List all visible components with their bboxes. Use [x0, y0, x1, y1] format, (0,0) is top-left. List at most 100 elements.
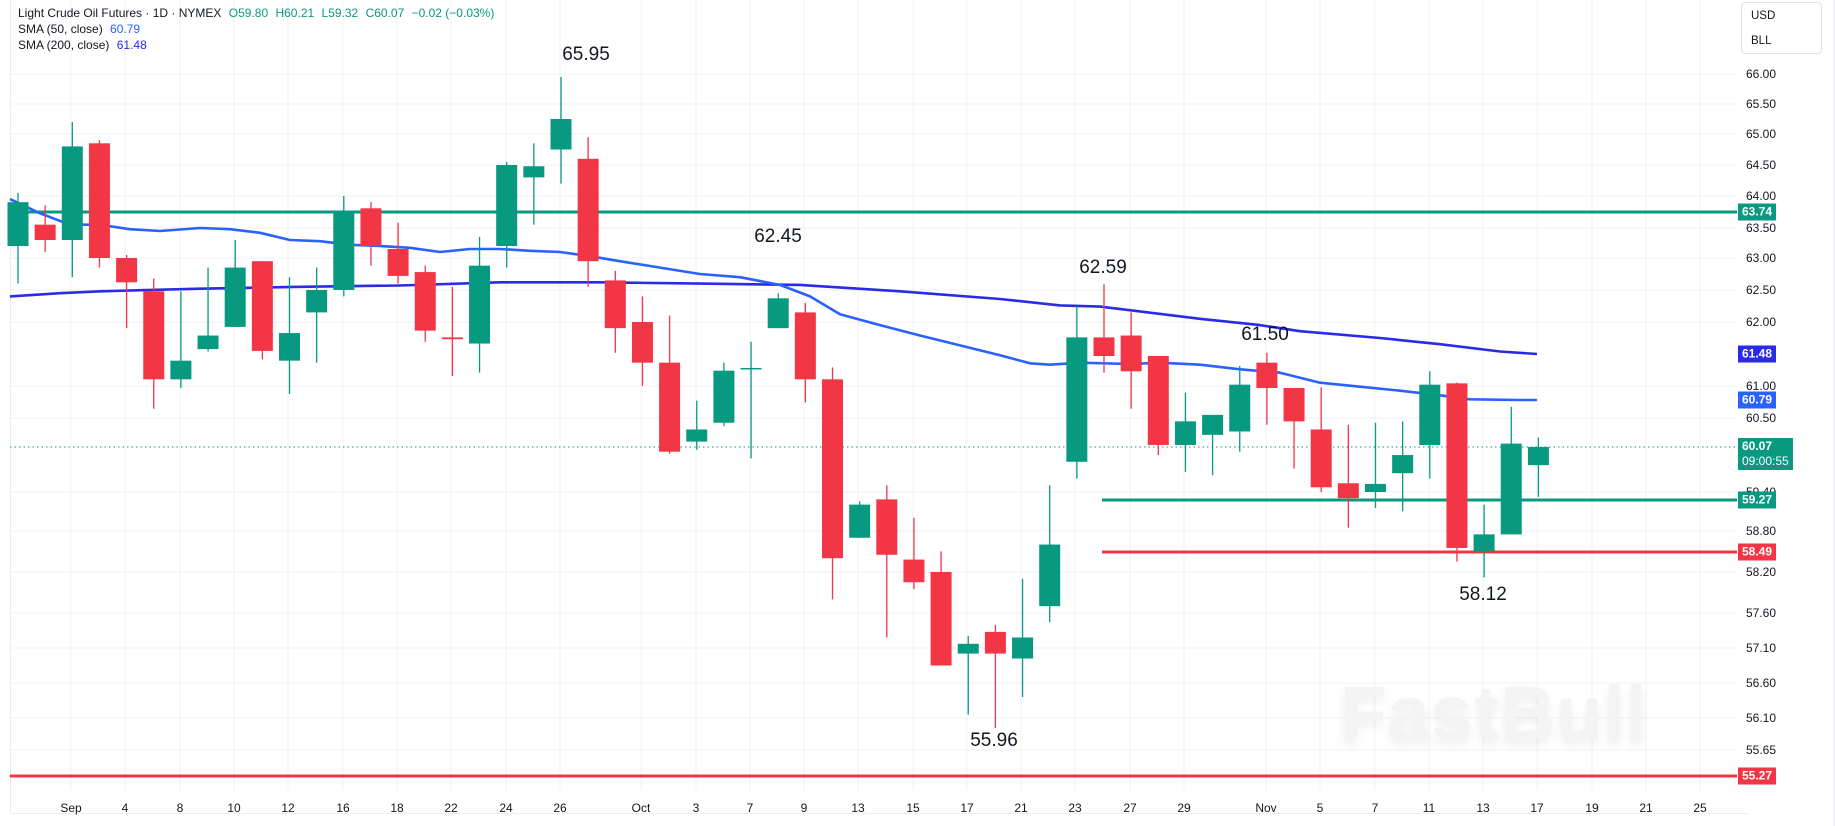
- candle-body: [414, 272, 436, 331]
- candle[interactable]: [740, 341, 762, 459]
- candle[interactable]: [469, 237, 491, 373]
- candle[interactable]: [1337, 424, 1359, 528]
- time-axis-label: 18: [390, 801, 404, 815]
- time-axis-label: 22: [444, 801, 458, 815]
- candle[interactable]: [1012, 578, 1034, 697]
- candle[interactable]: [7, 192, 29, 284]
- ohlc-low: L59.32: [321, 6, 359, 20]
- candle-body: [1229, 384, 1251, 432]
- candle[interactable]: [523, 143, 545, 225]
- candle-body: [441, 337, 463, 340]
- candle-body: [7, 202, 29, 246]
- currency-unit-selector[interactable]: USD BLL: [1741, 2, 1822, 54]
- time-axis-label: 21: [1639, 801, 1653, 815]
- candle[interactable]: [550, 77, 572, 184]
- candle[interactable]: [116, 255, 138, 329]
- price-tag-value: 59.27: [1742, 492, 1773, 507]
- candle[interactable]: [306, 267, 328, 363]
- symbol-row[interactable]: Light Crude Oil Futures · 1D · NYMEX O59…: [18, 5, 498, 21]
- candle[interactable]: [279, 277, 300, 394]
- price-axis-label: 61.00: [1746, 379, 1777, 393]
- candle[interactable]: [822, 367, 843, 600]
- price-annotation: 62.59: [1079, 257, 1127, 278]
- time-axis-label: 17: [1530, 801, 1544, 815]
- candle[interactable]: [1365, 422, 1386, 508]
- candle[interactable]: [360, 202, 382, 266]
- price-axis-label: 66.00: [1746, 67, 1777, 81]
- candle[interactable]: [984, 624, 1006, 728]
- time-axis-label: 11: [1422, 801, 1436, 815]
- candle[interactable]: [414, 265, 436, 342]
- candle[interactable]: [197, 267, 219, 352]
- candle[interactable]: [1202, 414, 1224, 476]
- candle[interactable]: [1310, 387, 1332, 492]
- candle[interactable]: [794, 302, 816, 403]
- candle-body: [794, 312, 816, 380]
- chart-legend: Light Crude Oil Futures · 1D · NYMEX O59…: [18, 5, 498, 53]
- candle[interactable]: [224, 240, 246, 327]
- candle[interactable]: [631, 296, 653, 386]
- candle[interactable]: [659, 315, 681, 454]
- candle-body: [1365, 483, 1386, 492]
- candle[interactable]: [496, 161, 518, 268]
- candle[interactable]: [1446, 382, 1468, 562]
- candle[interactable]: [1120, 312, 1142, 409]
- candle[interactable]: [34, 205, 56, 252]
- candle[interactable]: [1419, 371, 1441, 479]
- candle[interactable]: [1229, 366, 1251, 452]
- candle-body: [34, 224, 56, 240]
- candle[interactable]: [1039, 485, 1061, 623]
- candle[interactable]: [849, 501, 871, 538]
- candle-body: [387, 249, 409, 276]
- candle[interactable]: [387, 222, 409, 284]
- candle[interactable]: [903, 517, 925, 590]
- candle[interactable]: [1147, 356, 1169, 456]
- sma200-legend-row[interactable]: SMA (200, close) 61.48: [18, 37, 498, 53]
- candle-body: [251, 261, 273, 351]
- unit-label[interactable]: BLL: [1751, 35, 1772, 47]
- candle[interactable]: [767, 293, 789, 329]
- price-axis-label: 64.50: [1746, 158, 1777, 172]
- time-axis-label: 13: [851, 801, 865, 815]
- candle[interactable]: [1174, 392, 1196, 472]
- candle[interactable]: [1527, 437, 1549, 497]
- candle-body: [1527, 447, 1549, 466]
- candle[interactable]: [876, 485, 898, 638]
- price-level-tag: 58.49: [1738, 543, 1777, 561]
- time-axis-label: 13: [1476, 801, 1490, 815]
- candle[interactable]: [1256, 352, 1278, 425]
- candle[interactable]: [686, 400, 708, 450]
- candle[interactable]: [1066, 306, 1088, 479]
- candle[interactable]: [1500, 406, 1522, 535]
- candle[interactable]: [1093, 284, 1115, 373]
- candle[interactable]: [441, 286, 463, 376]
- candle-body: [930, 572, 952, 666]
- time-axis-label: 24: [499, 801, 513, 815]
- candle[interactable]: [957, 636, 979, 715]
- candle[interactable]: [713, 362, 735, 427]
- price-annotation: 62.45: [754, 226, 802, 247]
- candle[interactable]: [170, 291, 192, 388]
- candle[interactable]: [930, 551, 952, 666]
- candle[interactable]: [333, 196, 355, 297]
- candle[interactable]: [88, 140, 110, 268]
- candle[interactable]: [61, 122, 83, 278]
- candle[interactable]: [1473, 504, 1495, 578]
- sma50-legend-row[interactable]: SMA (50, close) 60.79: [18, 21, 498, 37]
- candle-body: [306, 290, 328, 313]
- time-axis-label: 5: [1316, 801, 1324, 815]
- candle[interactable]: [1283, 388, 1305, 469]
- time-axis-label: 7: [1371, 801, 1379, 815]
- symbol-title[interactable]: Light Crude Oil Futures · 1D · NYMEX: [18, 6, 222, 20]
- candle[interactable]: [577, 137, 599, 287]
- candle[interactable]: [251, 261, 273, 360]
- candle[interactable]: [1392, 421, 1414, 512]
- candle-body: [876, 499, 898, 555]
- candle-body: [1392, 455, 1414, 474]
- candle-body: [984, 631, 1006, 654]
- candle[interactable]: [604, 270, 626, 353]
- candle[interactable]: [143, 278, 165, 409]
- price-annotation: 58.12: [1459, 584, 1507, 605]
- currency-label[interactable]: USD: [1751, 10, 1776, 22]
